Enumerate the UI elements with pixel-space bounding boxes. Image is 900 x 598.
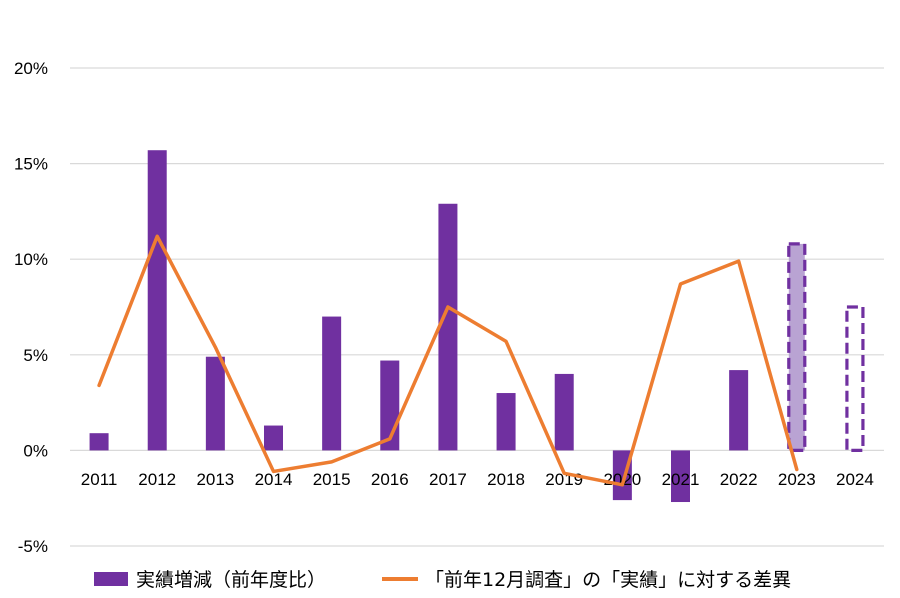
- x-tick-label: 2023: [778, 470, 816, 489]
- x-tick-label: 2017: [429, 470, 467, 489]
- x-tick-label: 2018: [487, 470, 525, 489]
- bar-2011: [89, 433, 109, 451]
- legend-line-label: 「前年12月調査」の「実績」に対する差異: [425, 569, 791, 591]
- legend-bar-label: 実績増減（前年度比）: [136, 569, 326, 591]
- x-tick-label: 2013: [196, 470, 234, 489]
- y-tick-label: 15%: [14, 155, 48, 174]
- x-tick-label: 2024: [836, 470, 874, 489]
- y-tick-label: 5%: [23, 346, 48, 365]
- x-tick-label: 2015: [313, 470, 351, 489]
- x-axis-ticks: 2011 2012 2013 2014 2015 2016 2017 2018 2019 2020…: [81, 470, 874, 489]
- x-tick-label: 2012: [138, 470, 176, 489]
- bar-2013: [205, 356, 225, 451]
- y-tick-label: 0%: [23, 441, 48, 460]
- bar-2024: [845, 305, 865, 452]
- bar-2023: [787, 242, 807, 453]
- legend-bar-swatch: [94, 572, 128, 586]
- gridlines: [70, 67, 884, 547]
- x-tick-label: 2022: [720, 470, 758, 489]
- x-tick-label: 2021: [662, 470, 700, 489]
- bar-2022: [729, 370, 749, 451]
- legend: 実績増減（前年度比） 「前年12月調査」の「実績」に対する差異: [94, 569, 791, 591]
- bar-2014: [264, 425, 283, 451]
- bar-2015: [322, 316, 342, 451]
- y-tick-label: 20%: [14, 59, 48, 78]
- y-tick-label: 10%: [14, 250, 48, 269]
- bar-2012: [147, 150, 167, 451]
- bar-2017: [438, 203, 458, 451]
- x-tick-label: 2014: [255, 470, 293, 489]
- bar-2018: [496, 393, 516, 451]
- bar-series: [89, 150, 865, 503]
- bar-2021: [671, 450, 690, 503]
- y-tick-label: -5%: [18, 537, 48, 556]
- x-tick-label: 2016: [371, 470, 409, 489]
- y-axis-ticks: 20% 15% 10% 5% 0% -5%: [14, 59, 48, 556]
- bar-2019: [554, 373, 574, 451]
- x-tick-label: 2011: [81, 470, 118, 489]
- line-series: [97, 234, 799, 487]
